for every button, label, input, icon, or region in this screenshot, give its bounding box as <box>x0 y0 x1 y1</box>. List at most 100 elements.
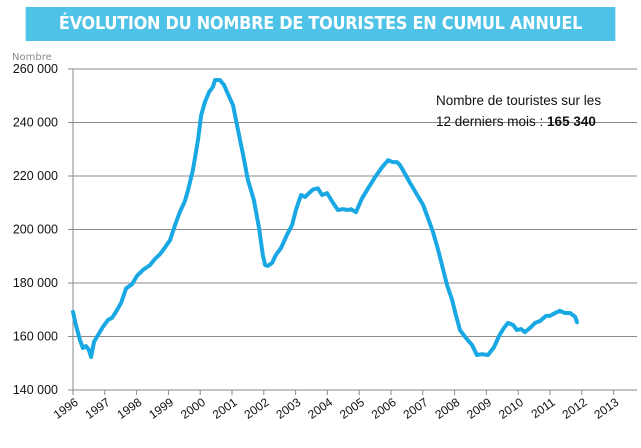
data-point <box>373 175 377 179</box>
latest-value-annotation: Nombre de touristes sur les 12 derniers … <box>436 90 601 132</box>
data-point <box>148 263 152 267</box>
data-point <box>199 113 203 117</box>
data-point <box>445 283 449 287</box>
data-point <box>222 83 226 87</box>
data-point <box>162 247 166 251</box>
x-tick-label: 2011 <box>529 395 558 421</box>
x-tick-label: 2001 <box>210 395 240 422</box>
data-point <box>183 199 187 203</box>
data-point <box>544 314 548 318</box>
data-point <box>114 310 118 314</box>
data-point <box>226 92 230 96</box>
data-point <box>203 100 207 104</box>
y-axis-label: Nombre <box>12 52 52 63</box>
y-tick-label: 260 000 <box>13 62 58 76</box>
data-point <box>119 301 123 305</box>
data-point <box>506 321 510 325</box>
annotation-prefix: 12 derniers mois : <box>436 114 548 129</box>
data-point <box>441 268 445 272</box>
data-point <box>450 298 454 302</box>
data-point <box>366 186 370 190</box>
y-tick-label: 180 000 <box>13 276 58 290</box>
data-point <box>470 343 474 347</box>
data-point <box>168 238 172 242</box>
x-tick-label: 2007 <box>401 395 431 422</box>
data-point <box>349 207 353 211</box>
data-point <box>270 261 274 265</box>
data-point <box>153 257 157 261</box>
data-point <box>421 203 425 207</box>
data-point <box>511 323 515 327</box>
x-tick-label: 2002 <box>242 395 272 422</box>
x-tick-label: 2000 <box>178 395 208 422</box>
chart-title: ÉVOLUTION DU NOMBRE DE TOURISTES EN CUMU… <box>25 7 616 41</box>
x-tick-label: 2008 <box>432 395 462 422</box>
data-point <box>87 348 91 352</box>
data-point <box>307 191 311 195</box>
data-point <box>241 153 245 157</box>
x-tick-label: 2009 <box>464 395 494 422</box>
data-point <box>96 333 100 337</box>
data-point <box>386 158 390 162</box>
data-point <box>303 195 307 199</box>
x-tick-label: 1997 <box>83 395 113 422</box>
data-point <box>515 328 519 332</box>
data-point <box>354 210 358 214</box>
x-tick-label: 2012 <box>560 395 590 422</box>
y-tick-label: 240 000 <box>13 116 58 130</box>
data-point <box>538 319 542 323</box>
data-point <box>266 264 270 268</box>
data-point <box>331 201 335 205</box>
data-point <box>414 191 418 195</box>
x-tick-label: 2004 <box>305 395 335 422</box>
data-point <box>391 160 395 164</box>
data-point <box>218 78 222 82</box>
data-point <box>274 253 278 257</box>
data-point <box>78 338 82 342</box>
data-point <box>454 313 458 317</box>
data-point <box>320 193 324 197</box>
data-point <box>124 286 128 290</box>
data-point <box>236 128 240 132</box>
data-point <box>311 187 315 191</box>
data-point <box>130 282 134 286</box>
data-point <box>92 340 96 344</box>
data-point <box>257 226 261 230</box>
data-point <box>575 320 579 324</box>
data-point <box>497 334 501 338</box>
data-point <box>173 223 177 227</box>
data-point <box>211 85 215 89</box>
data-point <box>81 346 85 350</box>
data-point <box>316 186 320 190</box>
data-point <box>207 90 211 94</box>
data-point <box>492 345 496 349</box>
data-point <box>436 248 440 252</box>
data-point <box>548 314 552 318</box>
data-point <box>285 233 289 237</box>
data-point <box>186 188 190 192</box>
data-point <box>106 318 110 322</box>
y-tick-label: 140 000 <box>13 383 58 397</box>
data-point <box>458 328 462 332</box>
x-tick-label: 1998 <box>114 395 144 422</box>
annotation-line-2: 12 derniers mois : 165 340 <box>436 111 601 132</box>
data-point <box>431 230 435 234</box>
data-point <box>341 207 345 211</box>
data-point <box>290 223 294 227</box>
data-point <box>523 330 527 334</box>
data-point <box>101 325 105 329</box>
data-point <box>158 252 162 256</box>
x-tick-label: 2013 <box>591 395 621 422</box>
data-point <box>261 253 265 257</box>
data-point <box>246 178 250 182</box>
y-tick-label: 200 000 <box>13 223 58 237</box>
data-point <box>395 160 399 164</box>
data-point <box>279 246 283 250</box>
data-point <box>528 326 532 330</box>
data-point <box>84 344 88 348</box>
data-point <box>563 311 567 315</box>
data-point <box>213 78 217 82</box>
data-point <box>71 310 75 314</box>
data-point <box>299 193 303 197</box>
